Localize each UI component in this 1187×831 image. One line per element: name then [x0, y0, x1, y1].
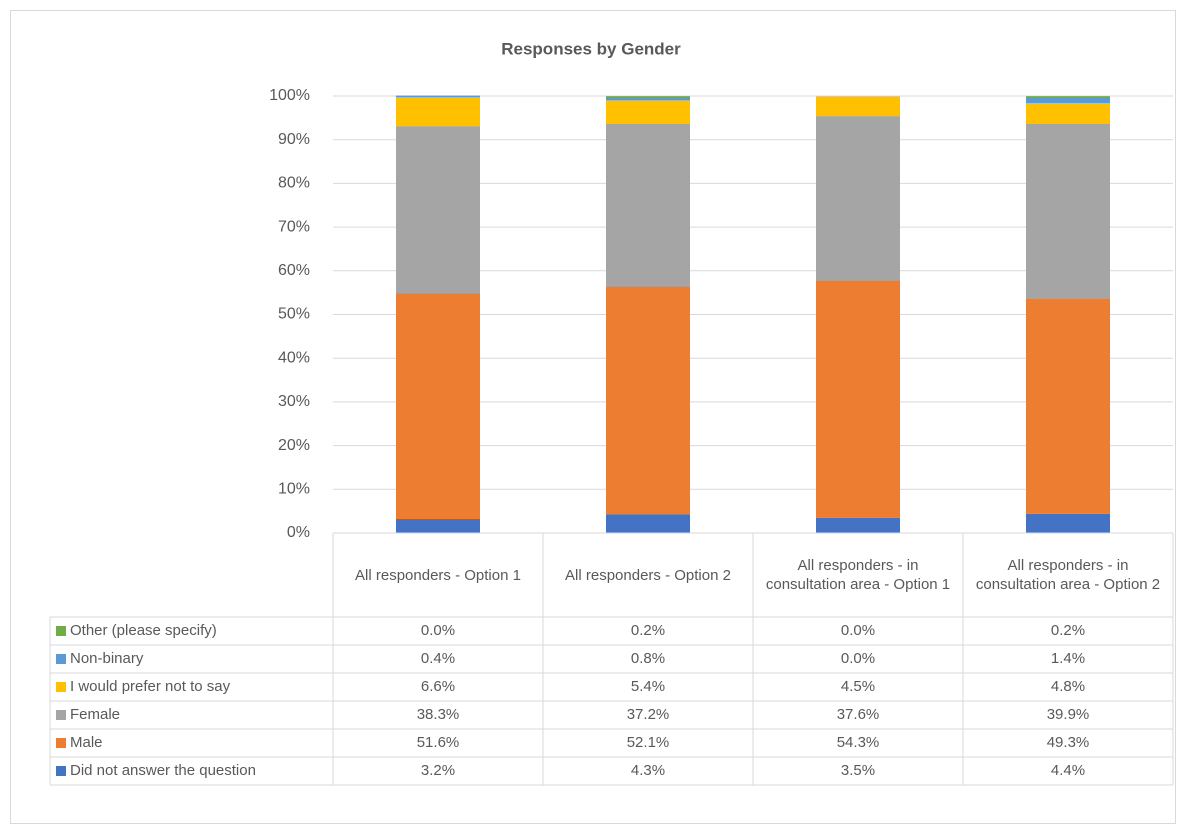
y-tick-label: 30% [278, 393, 310, 410]
table-value: 0.8% [631, 650, 665, 667]
legend-label: Did not answer the question [70, 762, 256, 779]
legend-label: Male [70, 734, 103, 751]
table-value: 0.0% [841, 650, 875, 667]
bar-segment [606, 514, 690, 533]
table-value: 37.2% [627, 706, 670, 723]
y-tick-label: 60% [278, 262, 310, 279]
bar-segment [816, 116, 900, 281]
bar-segment [396, 126, 480, 294]
table-value: 52.1% [627, 734, 670, 751]
bar-segment [1026, 123, 1110, 299]
x-tick-label: All responders - Option 2 [565, 566, 731, 584]
legend-label: Female [70, 706, 120, 723]
bar-segment [396, 519, 480, 533]
table-value: 3.2% [421, 762, 455, 779]
y-tick-label: 10% [278, 481, 310, 498]
legend-label: Non-binary [70, 650, 144, 667]
x-tick-label-box: All responders - Option 1 [355, 566, 521, 584]
x-tick-label-box: All responders - in consultation area - … [975, 557, 1161, 593]
x-tick-label-box: All responders - Option 2 [565, 566, 731, 584]
legend-key [56, 766, 66, 776]
table-value: 1.4% [1051, 650, 1085, 667]
table-value: 51.6% [417, 734, 460, 751]
x-tick-label: All responders - in consultation area - … [765, 557, 951, 593]
bar-segment [606, 96, 690, 101]
table-value: 49.3% [1047, 734, 1090, 751]
table-value: 5.4% [631, 678, 665, 695]
y-tick-label: 70% [278, 218, 310, 235]
table-value: 0.0% [421, 622, 455, 639]
table-value: 39.9% [1047, 706, 1090, 723]
table-value: 6.6% [421, 678, 455, 695]
bar-segment [816, 517, 900, 533]
x-tick-label: All responders - Option 1 [355, 566, 521, 584]
legend-key [56, 654, 66, 664]
bar-segment [816, 280, 900, 518]
bar-segment [1026, 513, 1110, 533]
table-value: 0.0% [841, 622, 875, 639]
bar-segment [606, 123, 690, 287]
bar-segment [606, 286, 690, 515]
table-value: 0.2% [631, 622, 665, 639]
table-value: 38.3% [417, 706, 460, 723]
x-tick-label: All responders - in consultation area - … [975, 557, 1161, 593]
table-value: 4.4% [1051, 762, 1085, 779]
bar-segment [1026, 96, 1110, 97]
y-tick-label: 90% [278, 131, 310, 148]
legend-key [56, 626, 66, 636]
table-value: 54.3% [837, 734, 880, 751]
chart-border [10, 10, 1176, 824]
legend-label: Other (please specify) [70, 622, 217, 639]
legend-label: I would prefer not to say [70, 678, 231, 695]
bar-segment [1026, 102, 1110, 124]
x-tick-label-box: All responders - in consultation area - … [765, 557, 951, 593]
table-value: 37.6% [837, 706, 880, 723]
bar-segment [1026, 298, 1110, 514]
table-value: 4.5% [841, 678, 875, 695]
legend-key [56, 738, 66, 748]
bar-segment [606, 100, 690, 124]
bar-segment [396, 95, 480, 98]
legend-key [56, 682, 66, 692]
table-value: 4.3% [631, 762, 665, 779]
bar-segment [1026, 96, 1110, 103]
y-tick-label: 0% [287, 524, 310, 541]
y-tick-label: 20% [278, 437, 310, 454]
table-value: 3.5% [841, 762, 875, 779]
y-tick-label: 40% [278, 349, 310, 366]
bar-segment [606, 96, 690, 97]
table-value: 0.4% [421, 650, 455, 667]
legend-key [56, 710, 66, 720]
y-tick-label: 100% [269, 87, 310, 104]
bar-segment [396, 97, 480, 127]
bar-segment [396, 293, 480, 520]
bar-segment [816, 96, 900, 117]
table-value: 4.8% [1051, 678, 1085, 695]
chart-title: Responses by Gender [501, 39, 681, 58]
y-tick-label: 80% [278, 175, 310, 192]
y-tick-label: 50% [278, 306, 310, 323]
table-value: 0.2% [1051, 622, 1085, 639]
